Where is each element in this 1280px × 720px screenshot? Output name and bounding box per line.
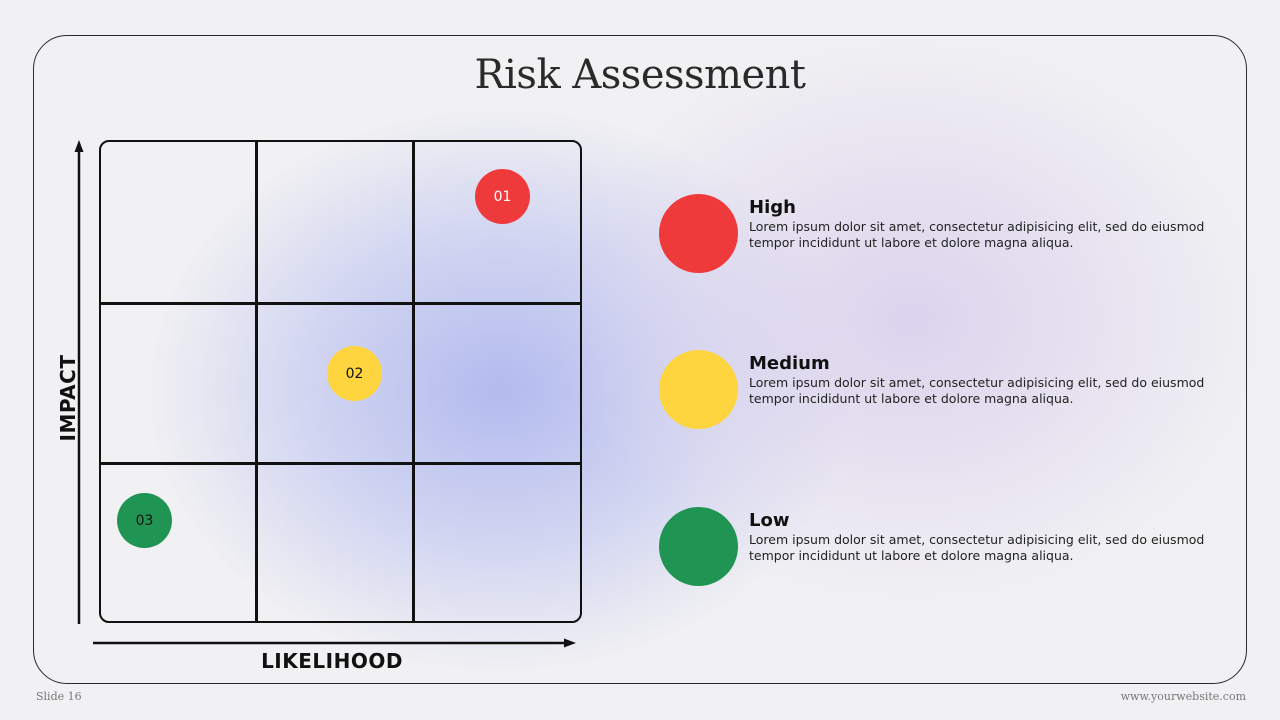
y-axis-label: IMPACT (56, 354, 80, 442)
legend-dot-medium (659, 350, 738, 429)
slide-number: Slide 16 (36, 690, 82, 703)
grid-divider-vertical (255, 142, 258, 621)
legend-description-medium: Lorem ipsum dolor sit amet, consectetur … (749, 375, 1205, 406)
legend-dot-high (659, 194, 738, 273)
legend-title-low: Low (749, 510, 790, 531)
risk-marker-low: 03 (117, 493, 172, 548)
risk-marker-medium: 02 (327, 346, 382, 401)
legend-description-low: Lorem ipsum dolor sit amet, consectetur … (749, 532, 1205, 563)
legend-title-high: High (749, 197, 796, 218)
legend-title-medium: Medium (749, 353, 830, 374)
x-axis-arrow (93, 638, 576, 648)
slide-frame (33, 35, 1247, 684)
slide-title: Risk Assessment (474, 52, 807, 98)
website-url: www.yourwebsite.com (1120, 690, 1246, 703)
grid-divider-horizontal (101, 302, 580, 305)
grid-divider-vertical (412, 142, 415, 621)
grid-divider-horizontal (101, 462, 580, 465)
legend-description-high: Lorem ipsum dolor sit amet, consectetur … (749, 219, 1205, 250)
risk-marker-high: 01 (475, 169, 530, 224)
x-axis-label: LIKELIHOOD (261, 649, 403, 673)
risk-matrix-grid (99, 140, 582, 623)
legend-dot-low (659, 507, 738, 586)
y-axis-arrow (74, 140, 84, 624)
